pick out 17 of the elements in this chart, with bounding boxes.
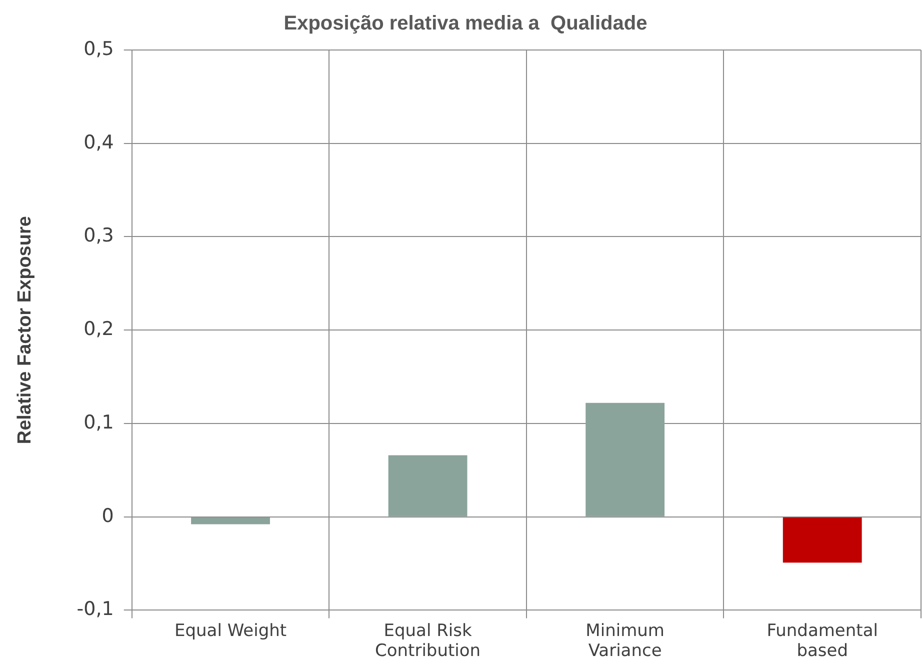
y-tick-label: 0,4: [84, 131, 114, 154]
bar: [586, 402, 665, 516]
y-tick-label: 0,5: [84, 38, 114, 60]
y-tick-label: -0,1: [76, 598, 114, 620]
y-tick-label: 0,1: [84, 411, 114, 434]
y-axis-title: Relative Factor Exposure: [14, 216, 36, 444]
x-tick-label: Equal Weight: [174, 620, 287, 641]
chart-title: Exposição relativa media a Qualidade: [284, 12, 648, 35]
y-tick-label: 0: [102, 504, 114, 527]
y-tick-label: 0,2: [84, 318, 114, 340]
bar: [782, 517, 862, 563]
x-tick-label: Equal Risk Contribution: [375, 620, 481, 662]
bar: [388, 455, 468, 516]
bar: [191, 517, 270, 524]
x-tick-label: Fundamental based: [766, 620, 878, 662]
x-tick-label: Minimum Variance: [586, 620, 664, 662]
y-tick-label: 0,3: [84, 224, 114, 247]
